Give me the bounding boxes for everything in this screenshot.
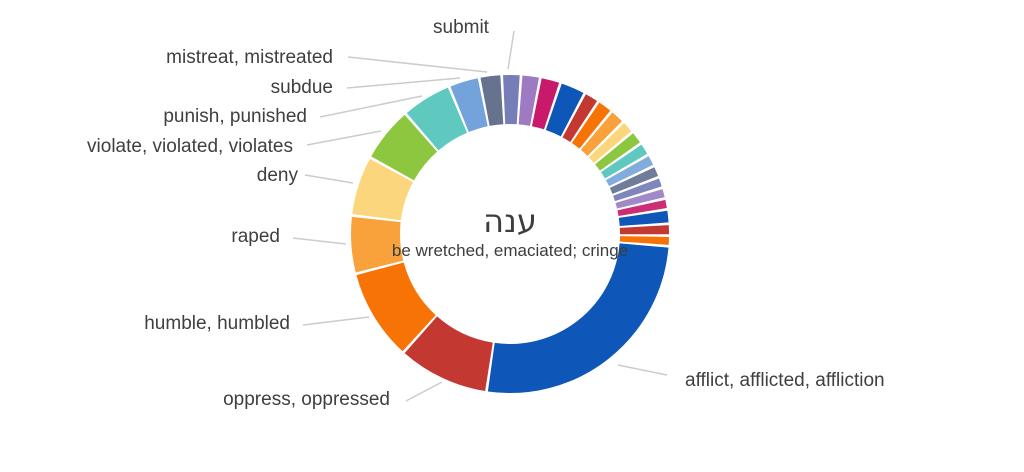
donut-segment-unlabeled-2[interactable]	[531, 78, 560, 130]
callout-leader-lines	[292, 30, 668, 402]
leader-line-raped	[292, 237, 347, 245]
donut-segment-unlabeled-4[interactable]	[562, 94, 598, 143]
leader-line-mistreat-mistreated	[347, 56, 488, 73]
segment-label-submit: submit	[433, 17, 489, 38]
leader-line-oppress-oppressed	[405, 381, 443, 402]
leader-line-afflict-afflicted-affliction	[617, 364, 668, 376]
donut-segment-unlabeled-12[interactable]	[613, 178, 662, 202]
donut-segment-unlabeled-7[interactable]	[588, 123, 632, 164]
donut-segment-punish-punished[interactable]	[406, 87, 468, 151]
leader-line-punish-punished	[319, 95, 423, 118]
donut-segment-unlabeled-8[interactable]	[594, 133, 640, 171]
leader-line-subdue	[346, 77, 461, 89]
donut-segment-deny[interactable]	[352, 158, 414, 221]
segment-label-raped: raped	[231, 226, 280, 247]
donut-segment-unlabeled-11[interactable]	[609, 167, 659, 195]
leader-line-submit	[507, 30, 515, 70]
segment-label-punish-punished: punish, punished	[163, 106, 307, 127]
leader-line-humble-humbled	[302, 316, 370, 326]
segment-label-violate-violated-violates: violate, violated, violates	[87, 136, 293, 157]
donut-segment-unlabeled-9[interactable]	[600, 144, 648, 179]
donut-segment-subdue[interactable]	[450, 78, 489, 133]
donut-segment-unlabeled-1[interactable]	[518, 75, 539, 126]
donut-segment-unlabeled-15[interactable]	[618, 210, 669, 227]
segment-label-deny: deny	[256, 165, 298, 186]
donut-segment-unlabeled-14[interactable]	[617, 199, 667, 217]
leader-line-deny	[304, 174, 354, 184]
donut-segment-unlabeled-10[interactable]	[605, 156, 654, 187]
segment-label-humble-humbled: humble, humbled	[144, 313, 290, 334]
donut-segment-unlabeled-13[interactable]	[615, 189, 665, 209]
segment-label-afflict-afflicted-affliction: afflict, afflicted, affliction	[685, 370, 885, 391]
donut-segment-unlabeled-5[interactable]	[571, 102, 611, 149]
donut-ring	[351, 75, 669, 393]
segment-label-oppress-oppressed: oppress, oppressed	[223, 389, 390, 410]
donut-segment-unlabeled-6[interactable]	[580, 112, 623, 157]
donut-segment-mistreat-mistreated[interactable]	[480, 75, 504, 126]
donut-segment-violate-violated-violates[interactable]	[371, 114, 438, 182]
segment-label-subdue: subdue	[270, 77, 333, 98]
leader-line-violate-violated-violates	[306, 130, 382, 146]
donut-segment-raped[interactable]	[351, 216, 404, 273]
donut-segment-humble-humbled[interactable]	[356, 261, 437, 352]
donut-segment-oppress-oppressed[interactable]	[404, 315, 494, 392]
segment-label-mistreat-mistreated: mistreat, mistreated	[166, 47, 333, 68]
donut-segment-afflict-afflicted-affliction[interactable]	[487, 242, 669, 393]
donut-segment-unlabeled-3[interactable]	[545, 83, 584, 137]
